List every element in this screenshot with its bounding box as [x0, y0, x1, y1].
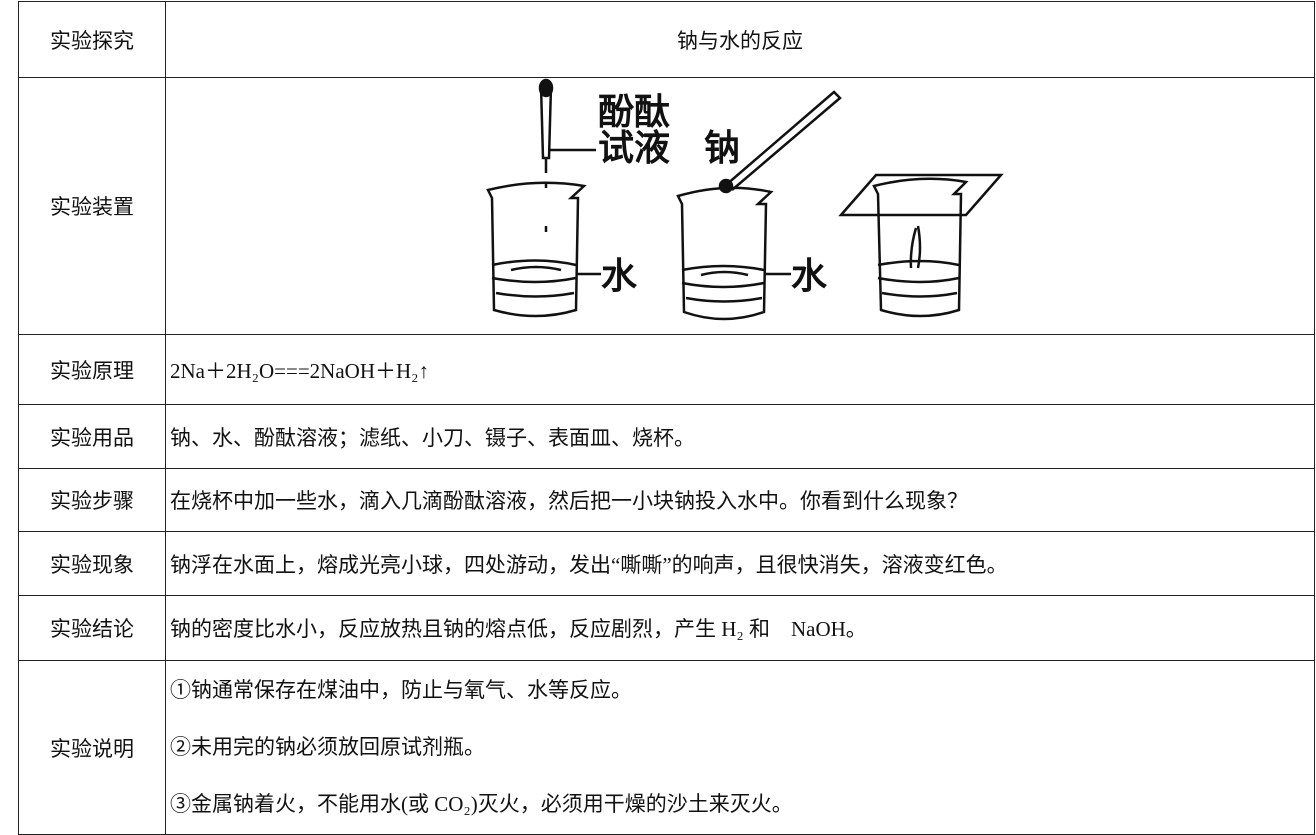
row: 实验说明 ①钠通常保存在煤油中，防止与氧气、水等反应。 ②未用完的钠必须放回原试… — [18, 660, 1315, 835]
figure-cell: 酚酞 试液 钠 水 水 — [165, 77, 1315, 335]
dropper — [539, 84, 553, 232]
row: 实验现象 钠浮在水面上，熔成光亮小球，四处游动，发出“嘶嘶”的响声，且很快消失，… — [18, 531, 1315, 596]
table-title: 钠与水的反应 — [165, 1, 1315, 78]
row-label: 实验用品 — [18, 404, 166, 469]
tweezers — [725, 90, 842, 191]
row-text: 钠的密度比水小，反应放热且钠的熔点低，反应剧烈，产生 H₂ 和 NaOH。 — [165, 595, 1315, 661]
row: 实验用品 钠、水、酚酞溶液；滤纸、小刀、镊子、表面皿、烧杯。 — [18, 404, 1315, 469]
row-label: 实验说明 — [18, 660, 166, 835]
row-label: 实验装置 — [18, 77, 166, 335]
row-label: 实验现象 — [18, 531, 166, 596]
water — [681, 264, 765, 303]
row-label: 实验原理 — [18, 334, 166, 405]
beaker — [676, 186, 774, 321]
sodium — [718, 178, 734, 194]
figure-label: 酚酞 — [598, 92, 670, 133]
dropper-bulb — [538, 78, 554, 98]
note: ③金属钠着火，不能用水(或 CO₂)灭火，必须用干燥的沙土来灭火。 — [170, 792, 793, 816]
row: 实验原理 2Na＋2H₂O===2NaOH＋H₂↑ — [18, 334, 1315, 405]
glass-plate — [838, 173, 1004, 217]
water — [877, 225, 960, 298]
row-label: 实验探究 — [18, 1, 166, 78]
row: 实验装置 酚酞 试液 钠 — [18, 77, 1315, 335]
figure-label: 水 — [601, 256, 638, 297]
leader-line — [550, 148, 601, 276]
beaker — [486, 181, 587, 318]
row: 实验结论 钠的密度比水小，反应放热且钠的熔点低，反应剧烈，产生 H₂ 和 NaO… — [18, 595, 1315, 661]
row-label: 实验步骤 — [18, 468, 166, 532]
figure-label: 水 — [791, 256, 828, 297]
row-label: 实验结论 — [18, 595, 166, 661]
figure-label: 试液 — [598, 128, 670, 169]
water — [491, 259, 577, 298]
apparatus-figure: 酚酞 试液 钠 水 水 — [486, 78, 1004, 321]
row-text: 钠浮在水面上，熔成光亮小球，四处游动，发出“嘶嘶”的响声，且很快消失，溶液变红色… — [165, 531, 1315, 596]
figure-label: 钠 — [704, 128, 740, 169]
note: ①钠通常保存在煤油中，防止与氧气、水等反应。 — [170, 678, 632, 702]
row-text: 在烧杯中加一些水，滴入几滴酚酞溶液，然后把一小块钠投入水中。你看到什么现象？ — [165, 468, 1315, 532]
note: ②未用完的钠必须放回原试剂瓶。 — [170, 735, 485, 759]
beaker — [872, 177, 969, 318]
experiment-table: 实验探究 钠与水的反应 实验装置 酚酞 — [18, 1, 1315, 835]
row: 实验步骤 在烧杯中加一些水，滴入几滴酚酞溶液，然后把一小块钠投入水中。你看到什么… — [18, 468, 1315, 532]
notes-cell: ①钠通常保存在煤油中，防止与氧气、水等反应。 ②未用完的钠必须放回原试剂瓶。 ③… — [165, 660, 1315, 835]
header-row: 实验探究 钠与水的反应 — [18, 1, 1315, 78]
row-text: 2Na＋2H₂O===2NaOH＋H₂↑ — [165, 334, 1315, 405]
row-text: 钠、水、酚酞溶液；滤纸、小刀、镊子、表面皿、烧杯。 — [165, 404, 1315, 469]
